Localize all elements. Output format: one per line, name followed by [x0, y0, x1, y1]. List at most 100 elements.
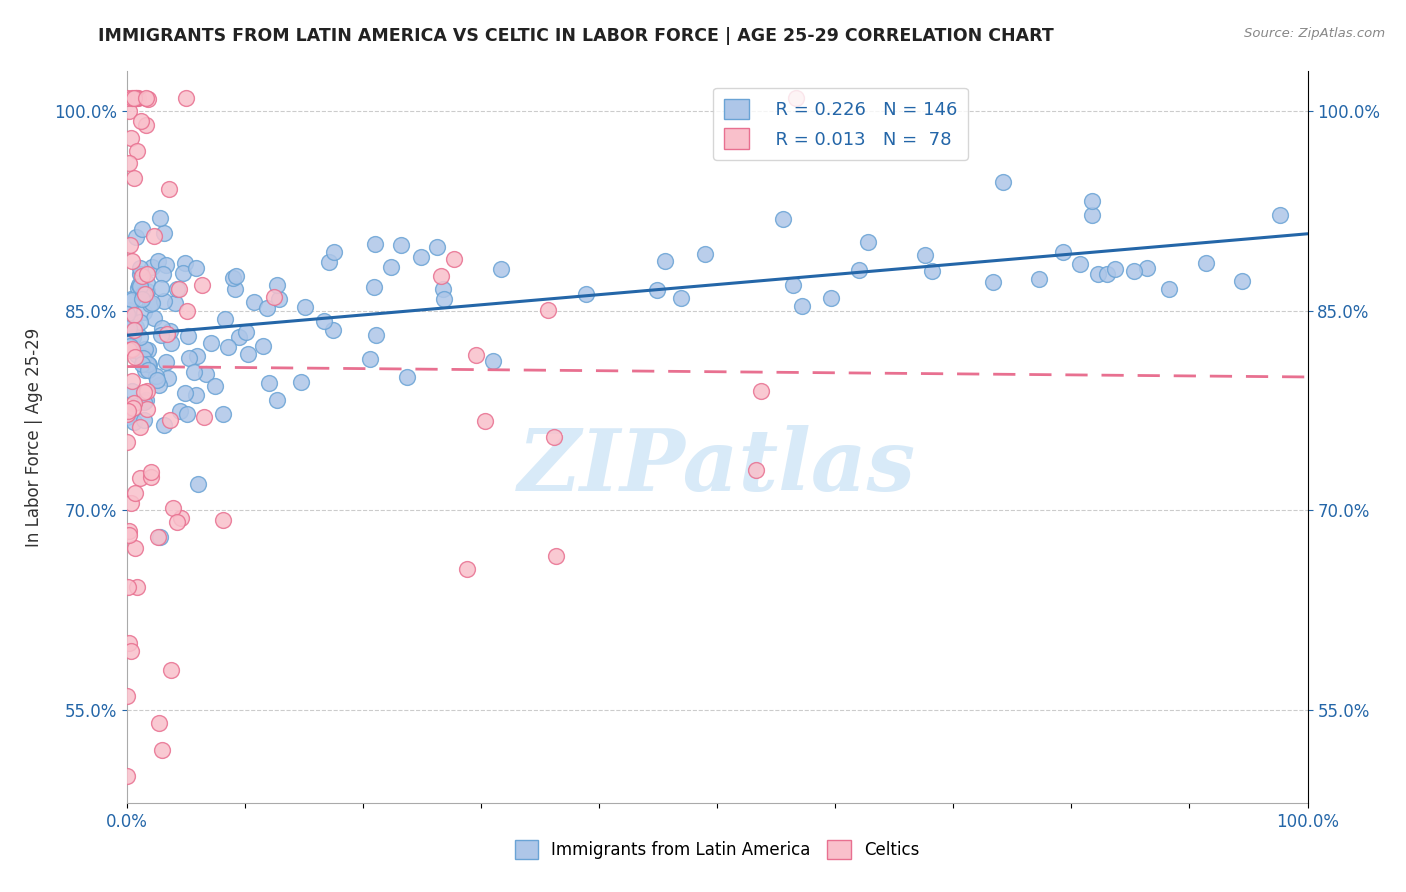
- Point: [129, 268, 152, 282]
- Point: [122, 396, 145, 410]
- Point: [122, 415, 145, 429]
- Point: [145, 369, 167, 384]
- Point: [228, 330, 250, 344]
- Point: [132, 286, 155, 301]
- Point: [117, 302, 139, 317]
- Point: [1195, 255, 1218, 269]
- Point: [136, 277, 159, 291]
- Point: [124, 323, 146, 337]
- Point: [186, 476, 208, 491]
- Point: [363, 279, 385, 293]
- Point: [132, 412, 155, 426]
- Point: [1136, 260, 1159, 275]
- Point: [125, 91, 148, 105]
- Point: [128, 471, 150, 485]
- Point: [136, 401, 159, 416]
- Point: [120, 339, 142, 353]
- Point: [169, 404, 191, 418]
- Point: [491, 262, 513, 277]
- Point: [121, 91, 143, 105]
- Point: [482, 353, 505, 368]
- Point: [160, 335, 183, 350]
- Point: [121, 342, 143, 356]
- Point: [359, 352, 381, 367]
- Point: [169, 511, 191, 525]
- Point: [290, 376, 312, 390]
- Point: [153, 227, 176, 241]
- Point: [222, 270, 245, 285]
- Point: [141, 465, 163, 479]
- Point: [121, 384, 143, 398]
- Point: [124, 91, 146, 105]
- Point: [200, 335, 222, 350]
- Point: [186, 261, 208, 276]
- Point: [193, 409, 215, 424]
- Point: [125, 348, 148, 362]
- Point: [129, 330, 152, 344]
- Point: [150, 742, 173, 756]
- Point: [294, 300, 316, 314]
- Point: [173, 386, 195, 401]
- Point: [443, 252, 465, 267]
- Point: [211, 513, 233, 527]
- Point: [134, 286, 156, 301]
- Text: IMMIGRANTS FROM LATIN AMERICA VS CELTIC IN LABOR FORCE | AGE 25-29 CORRELATION C: IMMIGRANTS FROM LATIN AMERICA VS CELTIC …: [98, 27, 1054, 45]
- Point: [138, 343, 160, 357]
- Point: [156, 371, 179, 385]
- Point: [136, 92, 159, 106]
- Point: [396, 370, 419, 384]
- Point: [117, 409, 139, 424]
- Point: [312, 313, 335, 327]
- Point: [162, 500, 184, 515]
- Point: [243, 295, 266, 310]
- Point: [153, 293, 176, 308]
- Point: [266, 392, 288, 407]
- Point: [214, 311, 236, 326]
- Point: [1087, 267, 1109, 281]
- Point: [174, 91, 197, 105]
- Point: [117, 580, 139, 594]
- Point: [115, 407, 138, 421]
- Point: [186, 388, 208, 402]
- Point: [157, 182, 180, 196]
- Point: [981, 275, 1004, 289]
- Point: [1104, 262, 1126, 277]
- Point: [131, 357, 153, 371]
- Point: [1232, 274, 1254, 288]
- Point: [166, 282, 188, 296]
- Point: [122, 308, 145, 322]
- Point: [921, 264, 943, 278]
- Point: [266, 277, 288, 292]
- Point: [146, 373, 169, 387]
- Point: [115, 769, 138, 783]
- Point: [749, 384, 772, 398]
- Point: [474, 414, 496, 428]
- Point: [135, 358, 157, 372]
- Point: [115, 690, 138, 704]
- Point: [127, 91, 149, 105]
- Point: [118, 310, 141, 325]
- Point: [224, 282, 246, 296]
- Point: [543, 430, 565, 444]
- Point: [263, 290, 285, 304]
- Y-axis label: In Labor Force | Age 25-29: In Labor Force | Age 25-29: [25, 327, 42, 547]
- Point: [364, 236, 387, 251]
- Point: [138, 363, 160, 377]
- Point: [575, 286, 598, 301]
- Point: [118, 343, 141, 357]
- Point: [120, 131, 142, 145]
- Point: [122, 171, 145, 186]
- Point: [121, 253, 143, 268]
- Point: [122, 401, 145, 415]
- Point: [792, 299, 814, 313]
- Point: [132, 384, 155, 399]
- Point: [122, 343, 145, 357]
- Point: [128, 277, 150, 292]
- Point: [322, 322, 344, 336]
- Point: [125, 580, 148, 594]
- Point: [118, 104, 141, 119]
- Point: [141, 296, 163, 310]
- Point: [426, 240, 449, 254]
- Point: [191, 278, 214, 293]
- Point: [380, 260, 402, 274]
